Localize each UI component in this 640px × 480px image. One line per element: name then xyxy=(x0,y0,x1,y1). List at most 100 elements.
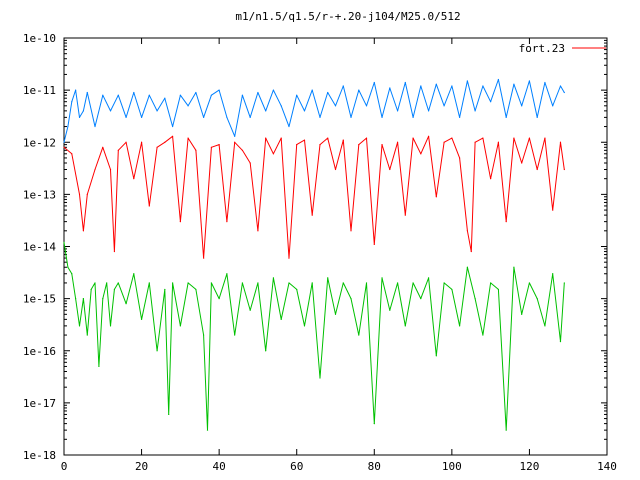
data-point xyxy=(490,178,492,180)
data-point xyxy=(505,429,507,431)
data-point xyxy=(350,116,352,118)
data-point xyxy=(109,325,112,327)
data-point xyxy=(280,137,282,139)
y-tick-label: 1e-17 xyxy=(23,397,56,410)
data-point xyxy=(67,266,69,268)
data-point xyxy=(172,282,174,284)
data-point xyxy=(156,146,158,148)
data-point xyxy=(296,288,298,291)
y-tick-label: 1e-15 xyxy=(23,293,56,306)
data-point xyxy=(319,144,321,146)
data-point xyxy=(497,288,499,291)
data-point xyxy=(443,282,445,284)
data-point xyxy=(148,94,150,96)
data-point xyxy=(102,298,104,300)
data-point xyxy=(187,137,189,139)
data-point xyxy=(513,83,515,85)
data-point xyxy=(67,125,69,128)
data-point xyxy=(319,377,321,379)
data-point xyxy=(75,298,77,300)
data-point xyxy=(404,81,406,84)
data-point xyxy=(86,193,88,195)
data-point xyxy=(373,243,375,245)
data-point xyxy=(559,141,562,143)
data-point xyxy=(140,116,143,118)
legend: fort.23 xyxy=(519,42,606,55)
data-point xyxy=(396,282,399,284)
data-point xyxy=(404,214,406,216)
data-point xyxy=(443,105,445,107)
data-point xyxy=(288,125,290,128)
data-point xyxy=(140,318,143,320)
data-point xyxy=(210,94,212,96)
data-point xyxy=(427,277,430,279)
data-point xyxy=(505,221,507,223)
data-point xyxy=(334,313,337,315)
series-line-2 xyxy=(63,242,565,431)
data-point xyxy=(187,105,189,107)
data-point xyxy=(474,110,476,112)
data-point xyxy=(342,139,344,141)
data-point xyxy=(342,85,344,87)
y-tick-label: 1e-14 xyxy=(23,241,56,254)
data-point xyxy=(552,209,554,211)
data-point xyxy=(389,87,391,89)
data-point xyxy=(482,137,484,139)
data-point xyxy=(528,137,531,139)
data-point xyxy=(563,91,565,94)
data-point xyxy=(342,282,344,284)
series-layer xyxy=(63,78,565,431)
series-line-1 xyxy=(63,79,565,143)
data-point xyxy=(288,257,290,259)
data-point xyxy=(241,149,244,151)
data-point xyxy=(552,105,554,107)
plot-frame xyxy=(63,37,608,456)
data-point xyxy=(168,413,170,416)
data-point xyxy=(435,355,437,357)
data-point xyxy=(412,137,414,139)
data-point xyxy=(102,94,104,96)
data-point xyxy=(358,334,360,336)
data-point xyxy=(164,288,166,291)
data-point xyxy=(90,288,92,291)
data-point xyxy=(381,144,383,146)
x-tick-label: 40 xyxy=(213,460,226,473)
data-point xyxy=(466,266,468,268)
chart-title: m1/n1.5/q1.5/r-+.20-j104/M25.0/512 xyxy=(235,10,460,23)
data-point xyxy=(63,141,65,143)
data-point xyxy=(396,141,399,143)
data-point xyxy=(482,85,484,87)
data-point xyxy=(218,89,220,91)
data-point xyxy=(86,334,88,336)
data-point xyxy=(218,298,220,300)
data-point xyxy=(513,137,515,139)
data-point xyxy=(490,282,492,284)
data-point xyxy=(311,89,313,91)
data-point xyxy=(521,313,523,315)
data-point xyxy=(78,193,81,195)
data-point xyxy=(544,325,546,327)
data-point xyxy=(172,125,174,128)
data-point xyxy=(203,334,205,336)
data-point xyxy=(536,116,538,118)
x-tick-label: 80 xyxy=(368,460,381,473)
data-point xyxy=(459,325,461,327)
data-point xyxy=(327,277,329,279)
data-point xyxy=(373,423,375,425)
data-point xyxy=(497,78,499,81)
data-point xyxy=(63,146,65,148)
x-tick-label: 140 xyxy=(597,460,617,473)
data-point xyxy=(536,168,538,171)
data-point xyxy=(71,153,73,155)
data-point xyxy=(133,273,135,275)
data-point xyxy=(265,137,267,139)
data-point xyxy=(280,105,282,107)
data-point xyxy=(459,157,461,159)
data-point xyxy=(234,334,236,336)
data-point xyxy=(109,110,112,112)
y-tick-label: 1e-16 xyxy=(23,345,56,358)
data-point xyxy=(234,141,236,143)
data-point xyxy=(559,340,562,343)
data-point xyxy=(109,168,112,171)
data-point xyxy=(497,141,499,143)
